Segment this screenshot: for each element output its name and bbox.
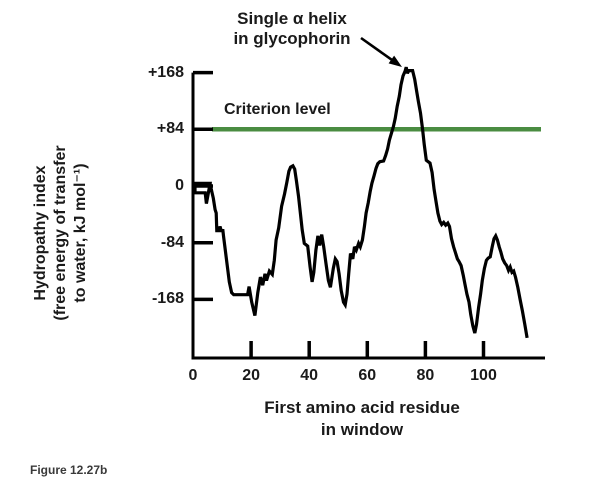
x-axis-title-line2: in window [320,420,404,439]
y-tick-label: 0 [175,177,184,194]
x-tick-label: 100 [470,367,497,384]
x-tick-label: 20 [242,367,260,384]
y-axis-title: Hydropathy index (free energy of transfe… [31,73,93,393]
y-tick-label: +168 [147,63,184,81]
annotation-line2: in glycophorin [233,29,351,48]
y-tick-label: +84 [156,120,184,138]
annotation-line1: Single α helix [237,9,347,28]
x-tick-label: 0 [188,367,198,384]
y-tick-label: -168 [151,290,184,308]
figure-caption: Figure 12.27b [30,463,108,477]
criterion-level-label: Criterion level [224,101,331,118]
y-axis-title-line2: (free energy of transfer [52,145,69,321]
y-axis-title-line1: Hydropathy index [32,165,49,301]
x-axis-title-line1: First amino acid residue [264,398,460,417]
y-tick-label: -84 [160,233,184,251]
x-tick-label: 80 [416,367,435,384]
annotation-single-alpha-helix: Single α helix in glycophorin [212,9,372,49]
x-axis-title: First amino acid residue in window [212,397,512,441]
x-tick-label: 40 [300,367,319,384]
x-tick-label: 60 [358,367,377,384]
y-axis-title-line3: to water, kJ mol⁻¹) [72,163,89,303]
